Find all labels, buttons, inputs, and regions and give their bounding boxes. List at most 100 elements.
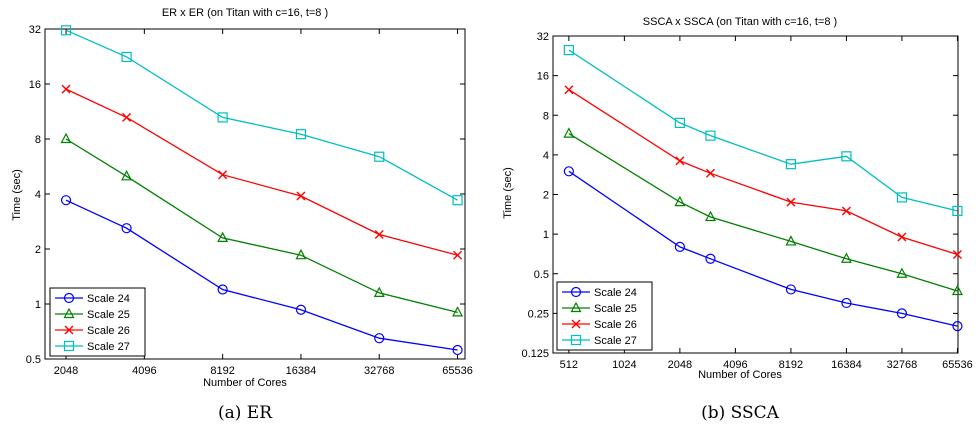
data-point bbox=[60, 195, 72, 206]
y-tick-label: 32 bbox=[537, 31, 549, 43]
legend-label: Scale 24 bbox=[594, 287, 637, 299]
data-point bbox=[217, 284, 228, 295]
y-tick-label: 0.5 bbox=[26, 354, 41, 366]
legend-marker bbox=[570, 286, 582, 298]
data-point bbox=[705, 253, 716, 264]
data-point bbox=[951, 284, 963, 296]
y-tick-label: 32 bbox=[29, 24, 41, 36]
y-tick-label: 16 bbox=[29, 79, 41, 91]
data-point bbox=[374, 151, 385, 162]
legend-marker bbox=[570, 334, 582, 346]
figure-caption: (a) ER bbox=[218, 403, 273, 423]
data-point bbox=[563, 127, 575, 138]
x-tick-label: 1024 bbox=[612, 359, 636, 371]
legend-label: Scale 25 bbox=[594, 303, 637, 315]
y-tick-label: 2 bbox=[543, 190, 549, 202]
data-point bbox=[217, 112, 228, 123]
data-point bbox=[121, 51, 132, 63]
data-point bbox=[674, 195, 686, 207]
legend-box bbox=[49, 287, 146, 357]
x-tick-label: 512 bbox=[560, 359, 578, 371]
x-tick-label: 16384 bbox=[286, 365, 317, 377]
legend-marker bbox=[63, 307, 75, 319]
data-point bbox=[564, 85, 574, 95]
y-tick-label: 0.25 bbox=[528, 308, 549, 320]
data-point bbox=[952, 205, 963, 217]
data-point bbox=[296, 191, 306, 201]
data-point bbox=[896, 267, 908, 278]
legend-box bbox=[556, 281, 653, 351]
data-point bbox=[705, 168, 715, 178]
data-point bbox=[60, 25, 72, 36]
figure-caption: (b) SSCA bbox=[701, 403, 780, 423]
data-point bbox=[295, 248, 307, 260]
series-line bbox=[65, 138, 458, 314]
legend: Scale 24 Scale 25 Scale 26 Scale 27 bbox=[49, 287, 146, 357]
x-tick-label: 8192 bbox=[210, 365, 234, 377]
x-tick-label: 32768 bbox=[364, 365, 395, 377]
data-point bbox=[452, 344, 463, 356]
legend-label: Scale 26 bbox=[594, 319, 637, 331]
x-tick-label: 4096 bbox=[723, 359, 747, 371]
data-point bbox=[452, 306, 464, 317]
data-point bbox=[61, 84, 71, 94]
legend-marker bbox=[63, 292, 75, 304]
x-axis-label: Number of Cores bbox=[203, 377, 287, 389]
x-tick-label: 16384 bbox=[831, 359, 862, 371]
data-point bbox=[705, 130, 716, 141]
x-tick-label: 2048 bbox=[54, 365, 78, 377]
y-tick-label: 8 bbox=[35, 134, 41, 146]
y-tick-label: 8 bbox=[543, 110, 549, 122]
data-point bbox=[374, 333, 385, 344]
y-tick-label: 0.125 bbox=[521, 348, 549, 360]
y-axis-label: Time (sec) bbox=[502, 167, 514, 219]
y-tick-label: 1 bbox=[543, 229, 549, 241]
y-axis-label: Time (sec) bbox=[11, 169, 23, 221]
series-line bbox=[568, 49, 958, 212]
data-point bbox=[295, 304, 307, 315]
chart-title: ER x ER (on Titan with c=16, t=8 ) bbox=[162, 7, 328, 19]
data-point bbox=[896, 192, 908, 203]
x-tick-label: 65536 bbox=[442, 365, 473, 377]
x-tick-label: 2048 bbox=[668, 359, 692, 371]
legend-marker bbox=[570, 301, 582, 313]
data-point bbox=[453, 250, 463, 260]
legend: Scale 24 Scale 25 Scale 26 Scale 27 bbox=[556, 281, 653, 351]
legend-label: Scale 25 bbox=[87, 309, 130, 321]
legend-marker bbox=[64, 325, 74, 335]
x-tick-label: 4096 bbox=[132, 365, 156, 377]
x-tick-label: 32768 bbox=[887, 359, 918, 371]
data-point bbox=[674, 241, 685, 252]
data-point bbox=[218, 170, 228, 180]
data-point bbox=[786, 197, 796, 207]
data-point bbox=[785, 159, 797, 170]
data-point bbox=[674, 117, 685, 128]
legend-label: Scale 27 bbox=[594, 335, 637, 347]
data-point bbox=[840, 252, 852, 263]
data-point bbox=[785, 235, 797, 246]
data-point bbox=[373, 286, 385, 298]
data-point bbox=[217, 231, 229, 243]
y-tick-label: 1 bbox=[35, 299, 41, 311]
data-point bbox=[675, 156, 685, 166]
data-point bbox=[704, 210, 716, 222]
y-tick-label: 2 bbox=[35, 244, 41, 256]
x-tick-label: 8192 bbox=[779, 359, 803, 371]
chart-er: ER x ER (on Titan with c=16, t=8 ) Numbe… bbox=[11, 7, 473, 423]
chart-title: SSCA x SSCA (on Titan with c=16, t=8 ) bbox=[643, 16, 837, 28]
data-point bbox=[897, 232, 907, 242]
data-point bbox=[785, 284, 797, 295]
x-tick-label: 65536 bbox=[942, 359, 973, 371]
series-line bbox=[65, 29, 458, 201]
data-point bbox=[841, 206, 851, 216]
y-tick-label: 16 bbox=[537, 71, 549, 83]
legend-label: Scale 24 bbox=[87, 293, 130, 305]
x-axis-label: Number of Cores bbox=[698, 369, 782, 381]
legend-marker bbox=[63, 340, 75, 352]
data-point bbox=[563, 166, 574, 177]
data-point bbox=[896, 308, 908, 319]
data-point bbox=[452, 195, 463, 206]
legend-label: Scale 27 bbox=[87, 341, 130, 353]
chart-ssca: SSCA x SSCA (on Titan with c=16, t=8 ) N… bbox=[502, 16, 973, 423]
